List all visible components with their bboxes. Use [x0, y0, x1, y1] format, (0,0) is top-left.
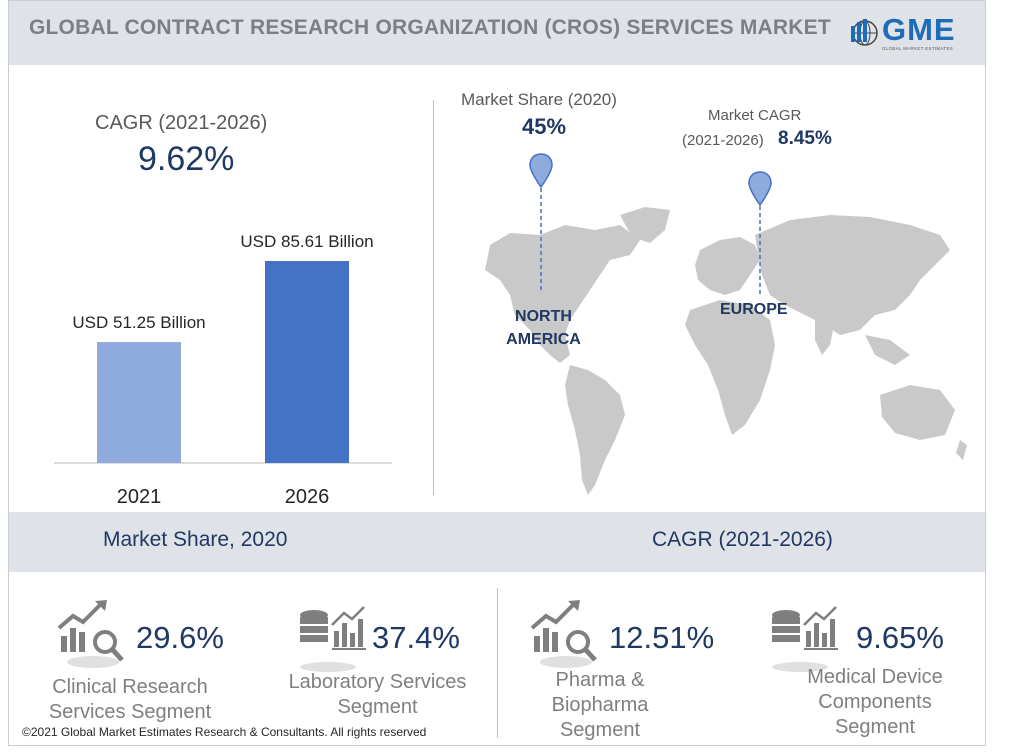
segment-name-line: Segment: [834, 716, 916, 738]
segment-name-line: Medical Device: [807, 666, 943, 688]
region-europe: EUROPE: [720, 301, 788, 318]
bar-data-label: USD 85.61 Billion: [240, 232, 373, 251]
continents: [485, 207, 967, 495]
africa-shape: [685, 300, 775, 435]
segment-name: Clinical Research Services Segment: [30, 675, 230, 725]
cagr-label: CAGR (2021-2026): [95, 112, 268, 134]
europe-pin: [748, 171, 772, 296]
india-shape: [815, 320, 835, 355]
southeast-asia-shape: [865, 335, 910, 365]
growth-chart-magnifier-icon: [530, 600, 597, 668]
segment-name-line: Biopharma: [551, 694, 649, 716]
market-share-label: Market Share (2020): [461, 90, 617, 109]
market-cagr-period: (2021-2026): [682, 132, 764, 149]
segment-name-line: Laboratory Services: [288, 671, 467, 693]
segment-name-line: Segment: [337, 696, 418, 718]
x-tick-label: 2021: [117, 486, 162, 508]
bar-data-label: USD 51.25 Billion: [72, 313, 205, 332]
greenland-shape: [620, 207, 670, 243]
segment-value: 37.4%: [372, 620, 460, 655]
segment-name: Pharma & Biopharma Segment: [520, 668, 680, 743]
south-america-shape: [565, 365, 625, 495]
market-cagr-label: Market CAGR: [708, 107, 802, 124]
asia-shape: [755, 215, 950, 335]
section-band: [9, 512, 985, 572]
world-map: [485, 207, 967, 495]
vertical-divider: [433, 100, 434, 495]
globe-icon: [851, 19, 878, 46]
copyright-footer: ©2021 Global Market Estimates Research &…: [22, 725, 427, 739]
segment-name-line: Components: [818, 691, 932, 713]
database-bar-chart-icon: [300, 606, 366, 672]
segment-value: 9.65%: [856, 620, 944, 655]
segment-value: 29.6%: [136, 620, 224, 655]
cagr-value: 9.62%: [138, 140, 235, 178]
cagr-heading: CAGR (2021-2026): [652, 528, 833, 551]
revenue-bar-chart: USD 51.25 Billion 2021 USD 85.61 Billion 20…: [54, 232, 392, 508]
segment-name-line: Segment: [559, 719, 641, 741]
logo-text: GME: [882, 12, 956, 47]
x-tick-label: 2026: [285, 486, 330, 508]
bar-2026: [265, 261, 349, 463]
market-share-value: 45%: [522, 114, 567, 139]
logo-subtitle: GLOBAL MARKET ESTIMATES: [882, 46, 954, 51]
segment-name: Laboratory Services Segment: [270, 670, 485, 720]
region-na-line2: AMERICA: [506, 331, 581, 348]
bar-2021: [97, 342, 181, 463]
segment-name-line: Pharma &: [555, 669, 645, 691]
region-north-america: NORTH AMERICA: [486, 305, 601, 351]
segment-name-line: Services Segment: [48, 701, 212, 723]
header-bar: GLOBAL CONTRACT RESEARCH ORGANIZATION (C…: [9, 1, 985, 65]
market-share-heading: Market Share, 2020: [103, 528, 288, 551]
market-cagr-value: 8.45%: [778, 128, 832, 149]
new-zealand-shape: [956, 440, 967, 460]
gme-logo: GME GLOBAL MARKET ESTIMATES: [848, 12, 970, 54]
australia-shape: [880, 385, 955, 440]
segment-value: 12.51%: [609, 620, 715, 655]
segment-name-line: Clinical Research: [52, 676, 208, 698]
north-america-shape: [485, 225, 640, 363]
database-bar-chart-icon: [772, 606, 838, 672]
segment-divider: [497, 588, 498, 738]
region-na-line1: NORTH: [515, 308, 572, 325]
growth-chart-magnifier-icon: [57, 600, 124, 668]
north-america-pin: [529, 153, 553, 290]
segment-name: Medical Device Components Segment: [785, 665, 965, 740]
page-title: GLOBAL CONTRACT RESEARCH ORGANIZATION (C…: [29, 16, 831, 39]
europe-shape: [695, 237, 760, 295]
infographic-frame: [8, 0, 986, 746]
